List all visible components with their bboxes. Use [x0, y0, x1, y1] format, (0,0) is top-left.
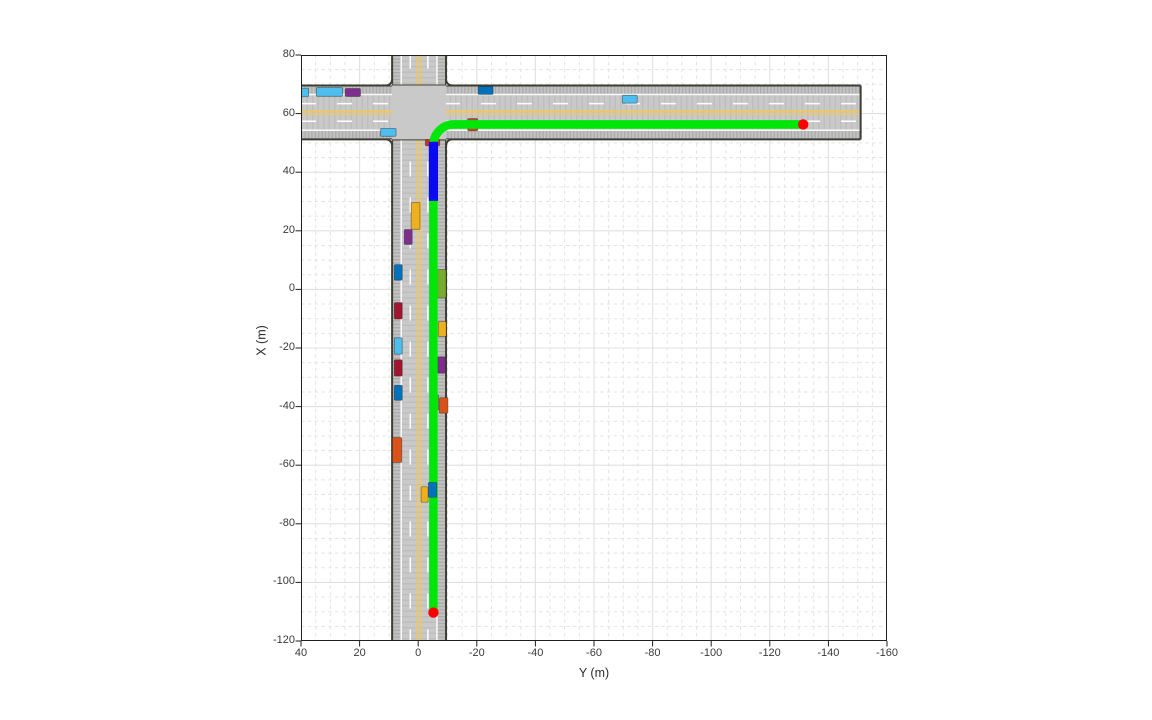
vehicle-car-s8: [393, 359, 403, 377]
scene-layer: [301, 55, 887, 641]
y-tick-label: -20: [279, 341, 295, 353]
x-tick-label: -160: [875, 647, 899, 659]
plot-area: [295, 54, 888, 647]
x-tick-label: -60: [586, 647, 602, 659]
x-tick-label: 0: [415, 647, 422, 659]
y-tick-label: 40: [282, 165, 295, 178]
x-tick-label: -20: [468, 647, 485, 659]
vehicle-car-w4: [380, 127, 397, 137]
x-axis-label: Y (m): [578, 666, 610, 680]
path-start-dot: [428, 607, 439, 618]
vehicle-car-s9: [436, 356, 446, 374]
x-tick-label: 40: [294, 647, 308, 659]
y-tick-label: 20: [282, 223, 295, 236]
y-tick-label: -120: [272, 634, 295, 646]
y-tick-label: 80: [282, 48, 295, 60]
vehicle-truck-w2: [315, 87, 343, 97]
vehicle-car-s12: [439, 397, 449, 414]
path-endpoint-dot: [798, 119, 809, 130]
vehicle-car-s3: [393, 264, 403, 281]
vehicle-car-s14: [420, 486, 429, 503]
vehicle-car-w1: [301, 87, 310, 98]
vehicle-truck-s4: [436, 269, 447, 299]
y-tick-label: 60: [282, 106, 295, 119]
y-tick-label: 0: [288, 282, 295, 295]
planned-path-east: [429, 120, 804, 146]
axes-box: [301, 55, 887, 641]
x-tick-label: -80: [644, 647, 661, 659]
y-axis-label: X (m): [254, 325, 269, 356]
y-tick-label: -60: [279, 458, 295, 471]
vehicle-car-s10: [393, 384, 403, 401]
scenario-plot-svg: [295, 54, 888, 647]
x-tick-label: -120: [758, 647, 781, 659]
y-tick-label: -40: [279, 399, 295, 412]
x-tick-label: -140: [817, 647, 840, 659]
vehicle-car-e1: [477, 86, 494, 95]
vehicle-car-s15: [427, 481, 438, 498]
y-tick-label: -80: [279, 516, 295, 529]
vehicle-car-s2: [403, 229, 413, 245]
vehicle-car-s7: [393, 337, 403, 355]
x-tick-label: -40: [527, 647, 544, 659]
vehicle-car-s6: [437, 321, 447, 337]
y-tick-label: -100: [272, 575, 295, 588]
vehicle-car-w3: [344, 88, 361, 97]
x-tick-label: 20: [353, 647, 366, 659]
vehicle-car-s5: [393, 302, 403, 320]
x-tick-label: -100: [700, 647, 723, 659]
vehicle-car-e2: [621, 94, 638, 104]
vehicle-truck-s1: [410, 201, 421, 230]
vehicle-truck-s13: [392, 437, 403, 463]
